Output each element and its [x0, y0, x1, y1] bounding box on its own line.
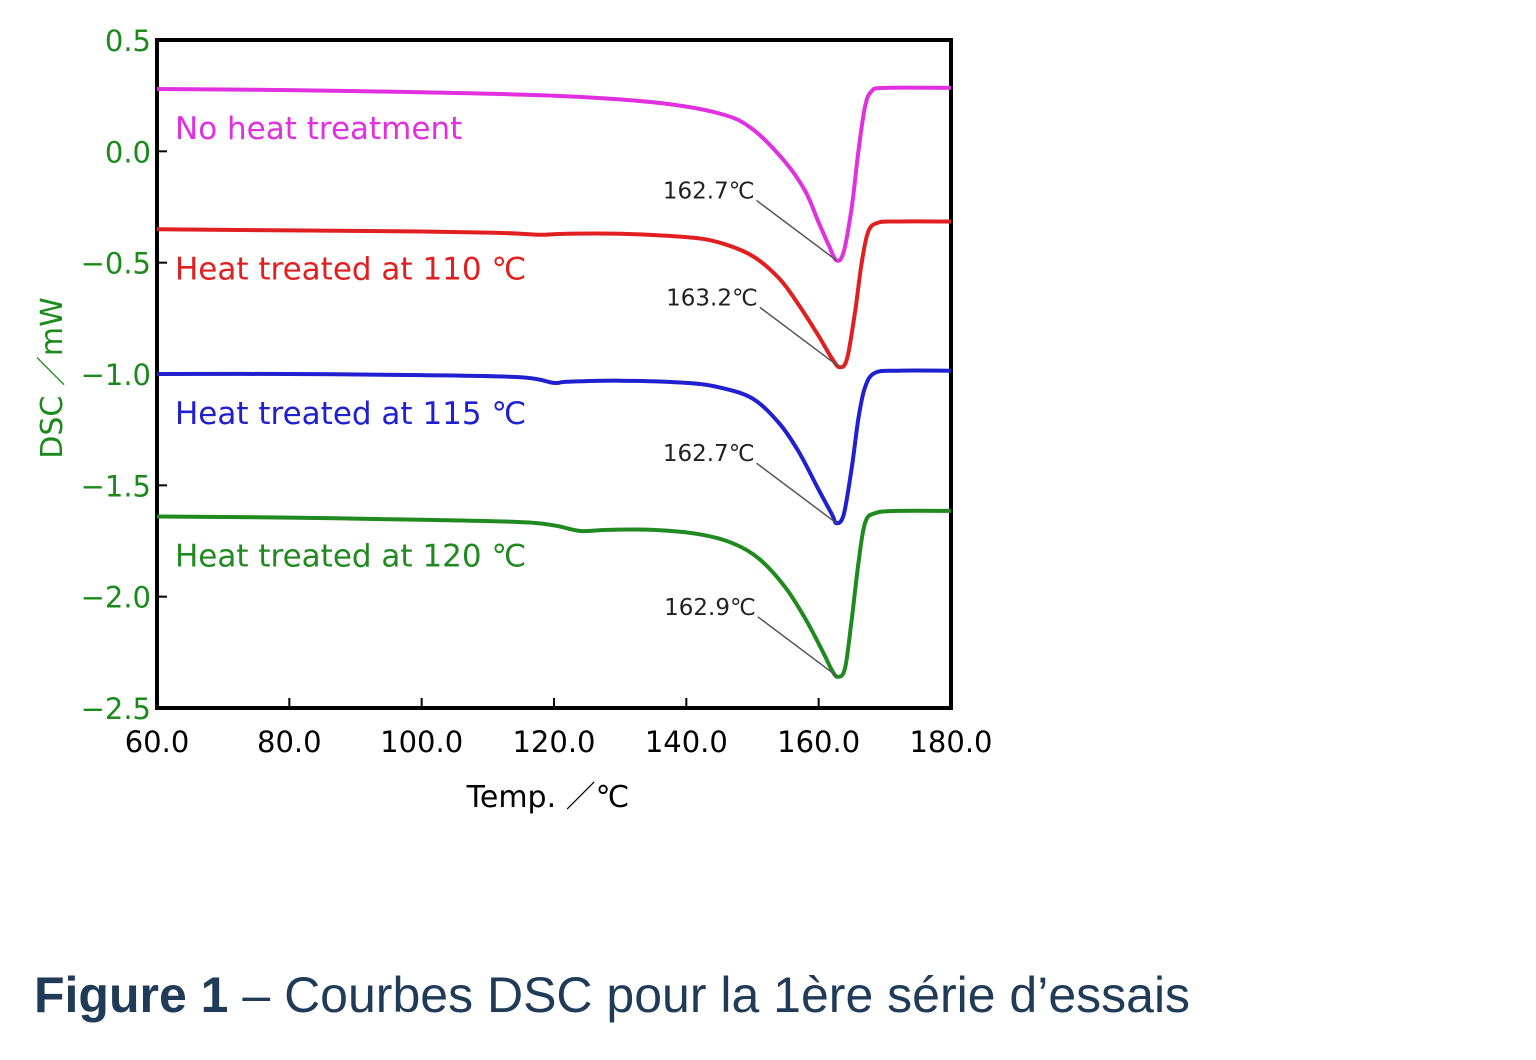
- figure-caption: Figure 1 – Courbes DSC pour la 1ère séri…: [34, 966, 1190, 1024]
- peak-leader-1: [756, 199, 837, 262]
- y-tick-label: 0.5: [105, 24, 151, 58]
- y-axis-title: DSC ／mW: [35, 297, 70, 459]
- x-tick-label: 60.0: [125, 725, 190, 759]
- x-tick-label: 180.0: [909, 725, 992, 759]
- series-label-3: Heat treated at 115 ℃: [175, 396, 526, 432]
- peak-leader-4: [757, 616, 839, 678]
- series-line-2: [156, 219, 952, 370]
- x-tick-label: 160.0: [777, 725, 860, 759]
- series-line-1: [156, 85, 952, 263]
- series-label-2: Heat treated at 110 ℃: [175, 251, 526, 287]
- series-label-4: Heat treated at 120 ℃: [175, 539, 526, 575]
- series-line-3: [156, 368, 952, 526]
- series-line-4: [156, 508, 952, 679]
- series-label-1: No heat treatment: [175, 111, 462, 147]
- y-tick-label: −2.0: [81, 581, 151, 615]
- y-tick-label: −1.5: [81, 469, 151, 503]
- peak-leader-2: [759, 306, 841, 368]
- x-tick-label: 80.0: [257, 725, 322, 759]
- dsc-chart: 60.0 80.0 100.0 120.0 140.0 160.0 180.0 0.5 0.0 −…: [35, 24, 993, 815]
- x-tick-label: 120.0: [512, 725, 595, 759]
- y-tick-label: −0.5: [81, 247, 151, 281]
- peak-label-2: 163.2℃: [666, 285, 758, 311]
- x-tick-label: 100.0: [380, 725, 463, 759]
- y-tick-label: −1.0: [81, 358, 151, 392]
- peak-leader-3: [756, 462, 837, 524]
- peak-label-3: 162.7℃: [663, 441, 755, 467]
- y-tick-label: −2.5: [81, 692, 151, 726]
- caption-bold: Figure 1: [34, 967, 229, 1023]
- x-tick-label: 140.0: [645, 725, 728, 759]
- peak-label-4: 162.9℃: [664, 595, 756, 621]
- plot-area: 60.0 80.0 100.0 120.0 140.0 160.0 180.0 0.5 0.0 −…: [35, 24, 993, 815]
- peak-label-1: 162.7℃: [663, 178, 755, 204]
- y-tick-label: 0.0: [105, 135, 151, 169]
- x-axis-title: Temp. ／℃: [466, 780, 630, 815]
- caption-rest: – Courbes DSC pour la 1ère série d’essai…: [228, 967, 1191, 1023]
